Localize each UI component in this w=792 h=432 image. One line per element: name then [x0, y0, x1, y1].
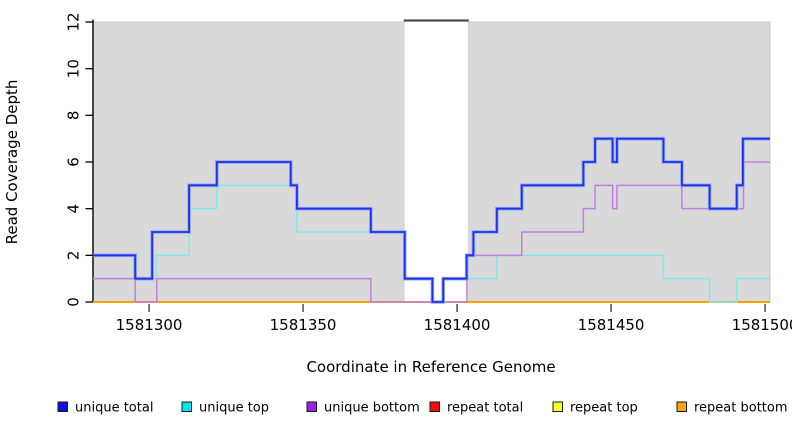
legend-label-repeat-total: repeat total	[447, 401, 523, 416]
legend-label-unique-total: unique total	[75, 401, 153, 416]
legend-swatch-unique-total	[57, 401, 68, 412]
series-layer	[93, 136, 770, 304]
masked-region	[404, 21, 468, 302]
legend-label-repeat-top: repeat top	[570, 401, 638, 416]
x-tick-label: 1581400	[424, 316, 491, 334]
y-tick-label: 0	[65, 297, 83, 307]
series-unique-total-line	[93, 137, 770, 303]
legend-label-unique-top: unique top	[199, 401, 269, 416]
y-tick-label: 8	[65, 111, 83, 121]
x-tick-label: 1581300	[116, 316, 183, 334]
legend-label-repeat-bottom: repeat bottom	[694, 401, 788, 416]
x-tick-label: 1581500	[732, 316, 792, 334]
legend-swatch-repeat-total	[429, 401, 440, 412]
series-unique-bottom-line	[93, 161, 770, 303]
legend: unique total unique top unique bottom repea…	[57, 401, 788, 416]
axes-layer: 0 2 4 6 8 10 12 1581300 1581350 1581400 1581450 158…	[65, 12, 792, 334]
plot-background-layer	[92, 19, 771, 303]
x-tick-label: 1581450	[578, 316, 645, 334]
y-tick-label: 12	[65, 12, 83, 31]
legend-label-unique-bottom: unique bottom	[324, 401, 420, 416]
legend-swatch-repeat-top	[552, 401, 563, 412]
y-tick-label: 2	[65, 251, 83, 261]
y-tick-label: 4	[65, 204, 83, 214]
legend-swatch-unique-bottom	[306, 401, 317, 412]
legend-swatch-unique-top	[181, 401, 192, 412]
x-axis-title: Coordinate in Reference Genome	[306, 358, 555, 376]
y-axis-title: Read Coverage Depth	[3, 80, 21, 245]
x-tick-label: 1581350	[270, 316, 337, 334]
y-tick-label: 10	[65, 59, 83, 78]
legend-swatch-repeat-bottom	[676, 401, 687, 412]
y-tick-label: 6	[65, 157, 83, 167]
